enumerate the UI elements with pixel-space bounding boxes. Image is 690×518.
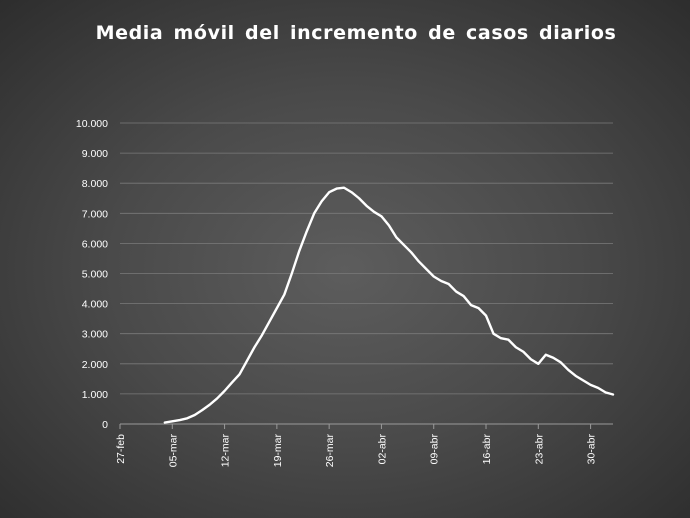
y-tick-label: 8.000 [82,178,108,190]
y-tick-label: 6.000 [82,238,108,250]
x-tick-label: 27-feb [115,434,127,464]
y-tick-label: 5.000 [82,269,108,281]
series-line [163,186,615,424]
gridlines [120,122,613,395]
series-layer [163,186,615,424]
y-tick-label: 7.000 [82,208,108,220]
y-tick-label: 4.000 [82,299,108,311]
y-tick-label: 10.000 [76,118,108,130]
x-tick-label: 19-mar [272,434,284,468]
y-tick-label: 2.000 [82,359,108,371]
x-tick-label: 23-abr [533,434,545,465]
x-tick-label: 09-abr [429,434,441,465]
x-axis: 27-feb 05-mar 12-mar 19-mar 26-mar 02-abr 09-a… [115,423,613,468]
x-tick-label: 26-mar [324,434,336,468]
y-tick-label: 9.000 [82,148,108,160]
y-tick-label: 1.000 [82,389,108,401]
x-tick-label: 02-abr [376,434,388,465]
x-tick-label: 16-abr [481,434,493,465]
y-tick-label: 0 [102,419,108,431]
x-tick-label: 12-mar [220,434,232,468]
y-tick-label: 3.000 [82,329,108,341]
y-axis: 0 1.000 2.000 3.000 4.000 5.000 6.000 7.000 8.00… [76,118,108,431]
x-tick-label: 05-mar [167,434,179,468]
chart-title: Media móvil del incremento de casos diar… [96,22,617,44]
x-tick-label: 30-abr [586,434,598,465]
